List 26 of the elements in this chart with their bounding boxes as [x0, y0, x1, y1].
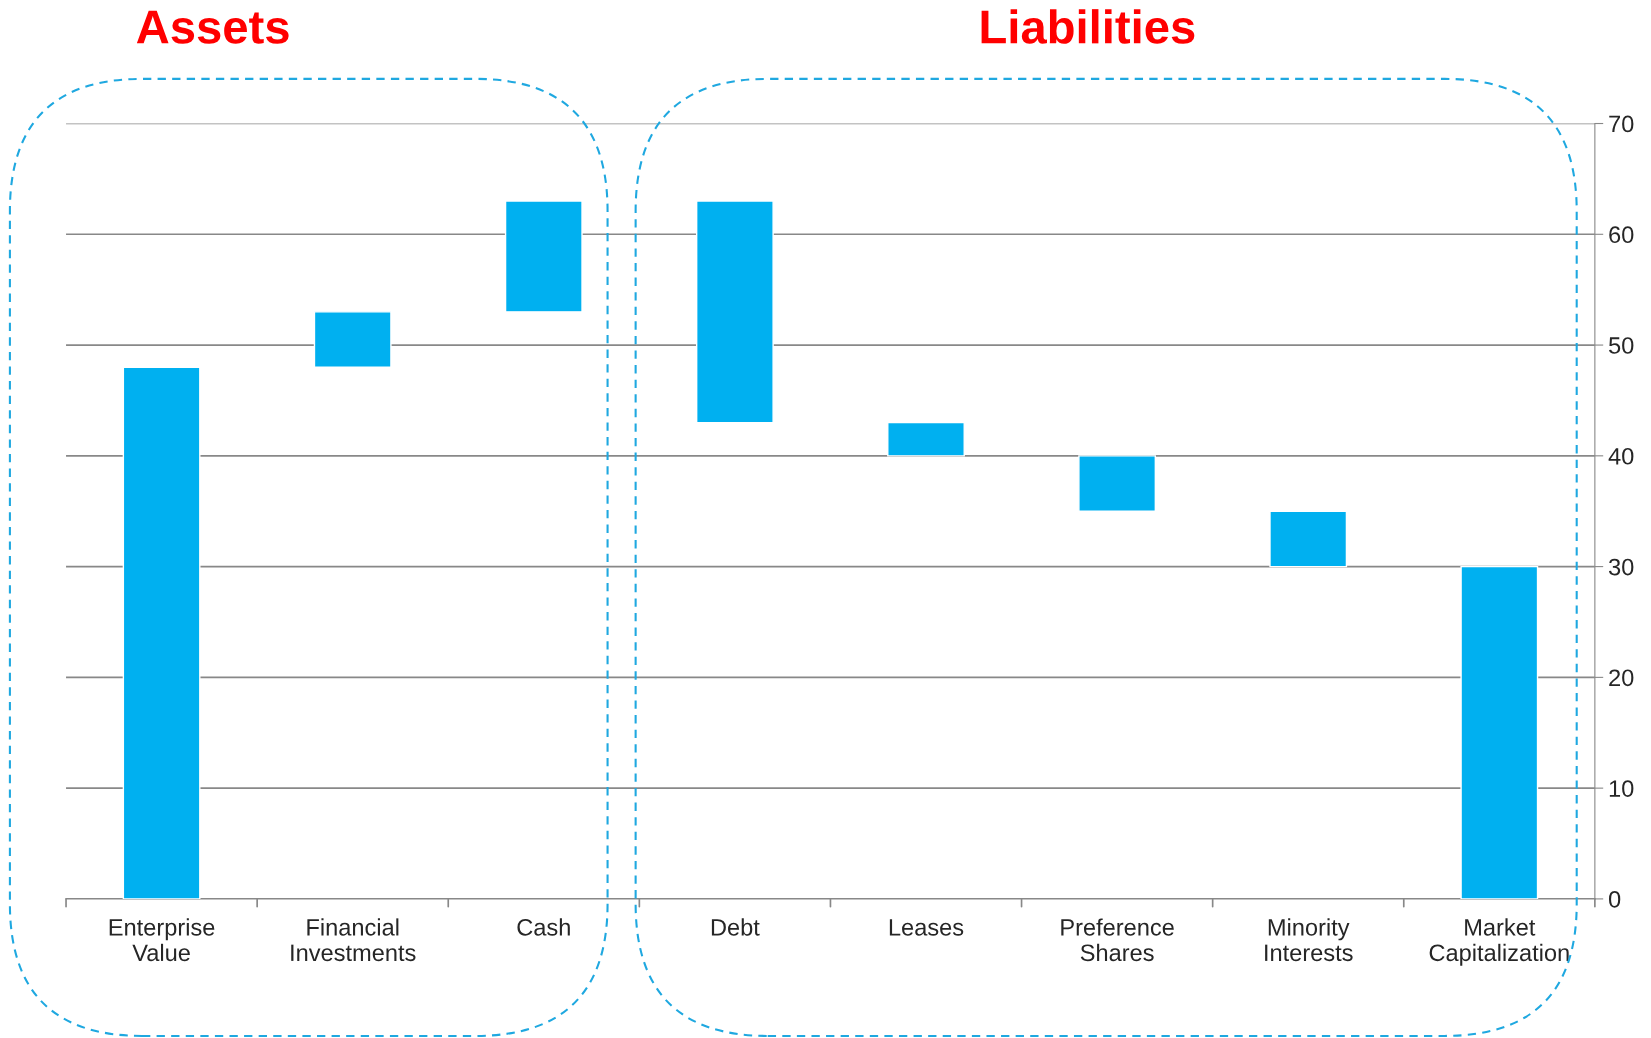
y-tick-label: 60: [1609, 226, 1634, 244]
y-tick-label: 50: [1609, 337, 1634, 354]
x-tick-label: Preference Shares: [1061, 918, 1174, 962]
x-tick-label: Cash: [517, 918, 570, 936]
bar: [887, 421, 965, 457]
y-tick-label: 10: [1609, 780, 1634, 797]
x-tick-label: Debt: [711, 918, 760, 936]
text: Assets: [136, 10, 289, 44]
bar: [313, 311, 392, 368]
y-tick-label: 20: [1609, 669, 1634, 687]
bar: [1078, 455, 1157, 512]
bar: [1269, 510, 1348, 568]
bar: [122, 366, 201, 899]
x-tick-label: Market Capitalization: [1429, 918, 1569, 966]
y-tick-label: 40: [1608, 447, 1634, 465]
y-tick-label: 0: [1608, 890, 1621, 908]
bar: [504, 200, 583, 313]
x-tick-label: Financial Investments: [291, 918, 416, 962]
y-tick-label: 70: [1609, 115, 1634, 133]
x-tick-label: Leases: [889, 919, 964, 936]
x-tick-label: Minority Interests: [1265, 918, 1353, 962]
text: Liabilities: [981, 9, 1195, 44]
bar: [1460, 565, 1539, 899]
bar: [695, 200, 774, 424]
y-tick-label: 30: [1608, 558, 1634, 576]
x-tick-label: Enterprise Value: [109, 918, 215, 962]
